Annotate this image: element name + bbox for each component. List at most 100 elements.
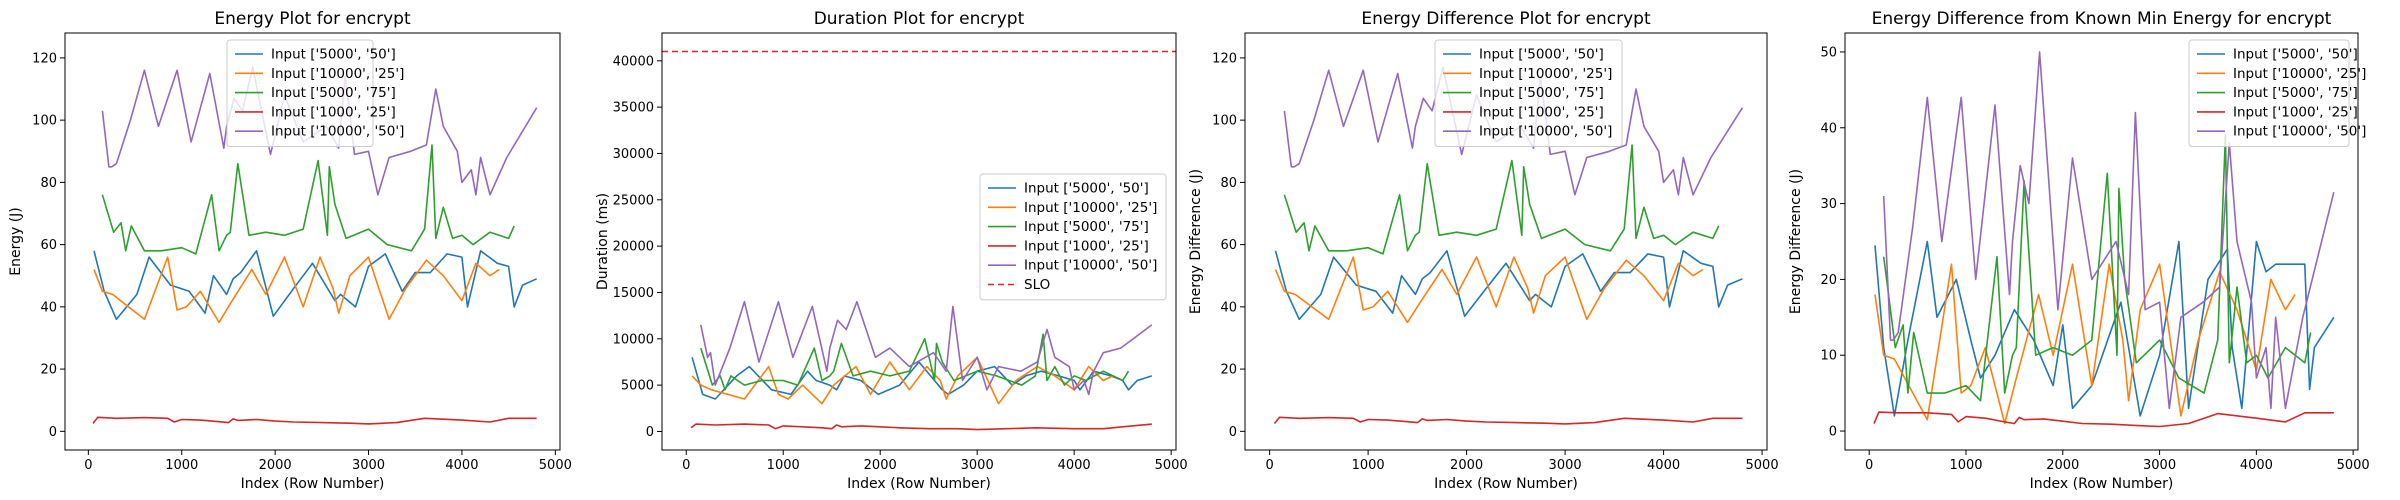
- y-tick-label: 35000: [613, 101, 654, 116]
- series-line-4: [1273, 416, 1743, 425]
- x-tick-label: 0: [1265, 458, 1273, 473]
- legend: Input ['5000', '50'] Input ['10000', '25'…: [1434, 39, 1623, 147]
- y-tick-label: 0: [646, 425, 654, 440]
- series-line-3: [101, 144, 515, 255]
- x-tick-label: 3000: [1549, 458, 1582, 473]
- legend-label: Input ['5000', '50']: [271, 47, 396, 63]
- y-tick-label: 100: [32, 114, 57, 129]
- x-tick-label: 4000: [445, 458, 478, 473]
- x-tick-label: 0: [682, 458, 690, 473]
- x-axis-label: Index (Row Number): [847, 476, 991, 492]
- series-line-1: [691, 357, 1153, 400]
- y-tick-label: 15000: [613, 286, 654, 301]
- y-tick-label: 30000: [613, 147, 654, 162]
- x-tick-label: 0: [84, 458, 92, 473]
- series-lines: [662, 50, 1176, 431]
- y-tick-label: 60: [40, 238, 57, 253]
- chart-4: Energy Difference from Known Min Energy …: [1788, 9, 2370, 492]
- y-tick-label: 20: [40, 363, 57, 378]
- x-tick-label: 1000: [165, 458, 198, 473]
- series-lines: [1273, 66, 1744, 425]
- x-tick-label: 3000: [352, 458, 385, 473]
- legend-label: Input ['10000', '50']: [271, 124, 404, 140]
- x-tick-label: 5000: [1746, 458, 1779, 473]
- y-tick-label: 40: [1820, 121, 1837, 136]
- y-tick-label: 120: [32, 51, 57, 66]
- x-tick-label: 1000: [1949, 458, 1982, 473]
- x-tick-label: 5000: [2337, 458, 2370, 473]
- y-tick-label: 10000: [613, 332, 654, 347]
- x-tick-label: 5000: [539, 458, 572, 473]
- x-axis-label: Index (Row Number): [241, 476, 385, 492]
- legend-label: Input ['5000', '50']: [2233, 47, 2358, 63]
- x-tick-label: 2000: [259, 458, 292, 473]
- y-axis-label: Energy Difference (J): [1788, 169, 1804, 314]
- y-tick-label: 0: [1829, 425, 1837, 440]
- series-line-3: [700, 333, 1130, 391]
- x-tick-label: 3000: [961, 458, 994, 473]
- y-tick-label: 50: [1820, 45, 1837, 60]
- series-line-2: [691, 356, 1114, 405]
- x-tick-label: 2000: [864, 458, 897, 473]
- y-tick-label: 40000: [613, 54, 654, 69]
- series-lines: [1873, 51, 2335, 428]
- series-line-4: [92, 416, 537, 425]
- y-axis-label: Energy Difference (J): [1188, 169, 1204, 314]
- y-tick-label: 0: [1229, 425, 1237, 440]
- series-line-2: [1874, 263, 2296, 425]
- y-axis-label: Energy (J): [8, 207, 24, 276]
- chart-title: Duration Plot for encrypt: [814, 9, 1025, 29]
- chart-title: Energy Difference from Known Min Energy …: [1872, 9, 2332, 29]
- y-axis-label: Duration (ms): [595, 193, 611, 290]
- legend-label: Input ['10000', '25']: [1024, 200, 1157, 216]
- chart-2: Duration Plot for encrypt 0 1000 2000 3000 40…: [595, 9, 1188, 492]
- x-axis-label: Index (Row Number): [2030, 476, 2174, 492]
- chart-3: Energy Difference Plot for encrypt 0 1000 2…: [1188, 9, 1779, 492]
- series-line-1: [1274, 250, 1743, 321]
- legend-label: Input ['5000', '75']: [1024, 219, 1149, 235]
- series-line-2: [93, 256, 500, 324]
- legend-label: Input ['1000', '25']: [271, 104, 396, 120]
- legend-label: Input ['1000', '25']: [2233, 104, 2358, 120]
- series-line-3: [1882, 134, 2312, 402]
- series-line-3: [1283, 144, 1720, 255]
- x-tick-label: 4000: [2240, 458, 2273, 473]
- series-line-2: [1274, 256, 1704, 324]
- legend-label: Input ['5000', '50']: [1024, 181, 1149, 197]
- y-tick-label: 120: [1212, 51, 1237, 66]
- legend-label: Input ['5000', '75']: [271, 85, 396, 101]
- y-tick-label: 10: [1820, 349, 1837, 364]
- y-tick-label: 40: [40, 300, 57, 315]
- y-tick-label: 30: [1820, 197, 1837, 212]
- chart-title: Energy Difference Plot for encrypt: [1361, 9, 1651, 29]
- legend: Input ['5000', '50'] Input ['10000', '25'…: [2188, 39, 2366, 147]
- legend-label: Input ['10000', '25']: [2233, 66, 2366, 82]
- series-line-4: [1873, 411, 2334, 428]
- x-tick-label: 4000: [1647, 458, 1680, 473]
- x-tick-label: 5000: [1155, 458, 1188, 473]
- y-tick-label: 20: [1820, 273, 1837, 288]
- x-tick-label: 1000: [1352, 458, 1385, 473]
- series-line-1: [93, 250, 538, 321]
- y-tick-label: 0: [49, 425, 57, 440]
- x-axis-label: Index (Row Number): [1434, 476, 1578, 492]
- legend-box: [1434, 39, 1623, 147]
- legend-box: [979, 173, 1167, 301]
- chart-title: Energy Plot for encrypt: [214, 9, 411, 29]
- legend: Input ['5000', '50'] Input ['10000', '25'…: [226, 39, 404, 147]
- y-tick-label: 20: [1220, 363, 1237, 378]
- y-tick-label: 20000: [613, 240, 654, 255]
- y-tick-label: 40: [1220, 300, 1237, 315]
- x-tick-label: 1000: [767, 458, 800, 473]
- legend-label: SLO: [1024, 277, 1050, 293]
- series-line-4: [690, 423, 1152, 431]
- legend-box: [226, 39, 374, 147]
- axes-frame: [1844, 32, 2359, 451]
- y-tick-label: 80: [40, 176, 57, 191]
- x-tick-label: 3000: [2143, 458, 2176, 473]
- legend-label: Input ['10000', '25']: [1479, 66, 1612, 82]
- legend-label: Input ['10000', '25']: [271, 66, 404, 82]
- y-tick-label: 5000: [621, 379, 654, 394]
- legend-label: Input ['10000', '50']: [1479, 124, 1612, 140]
